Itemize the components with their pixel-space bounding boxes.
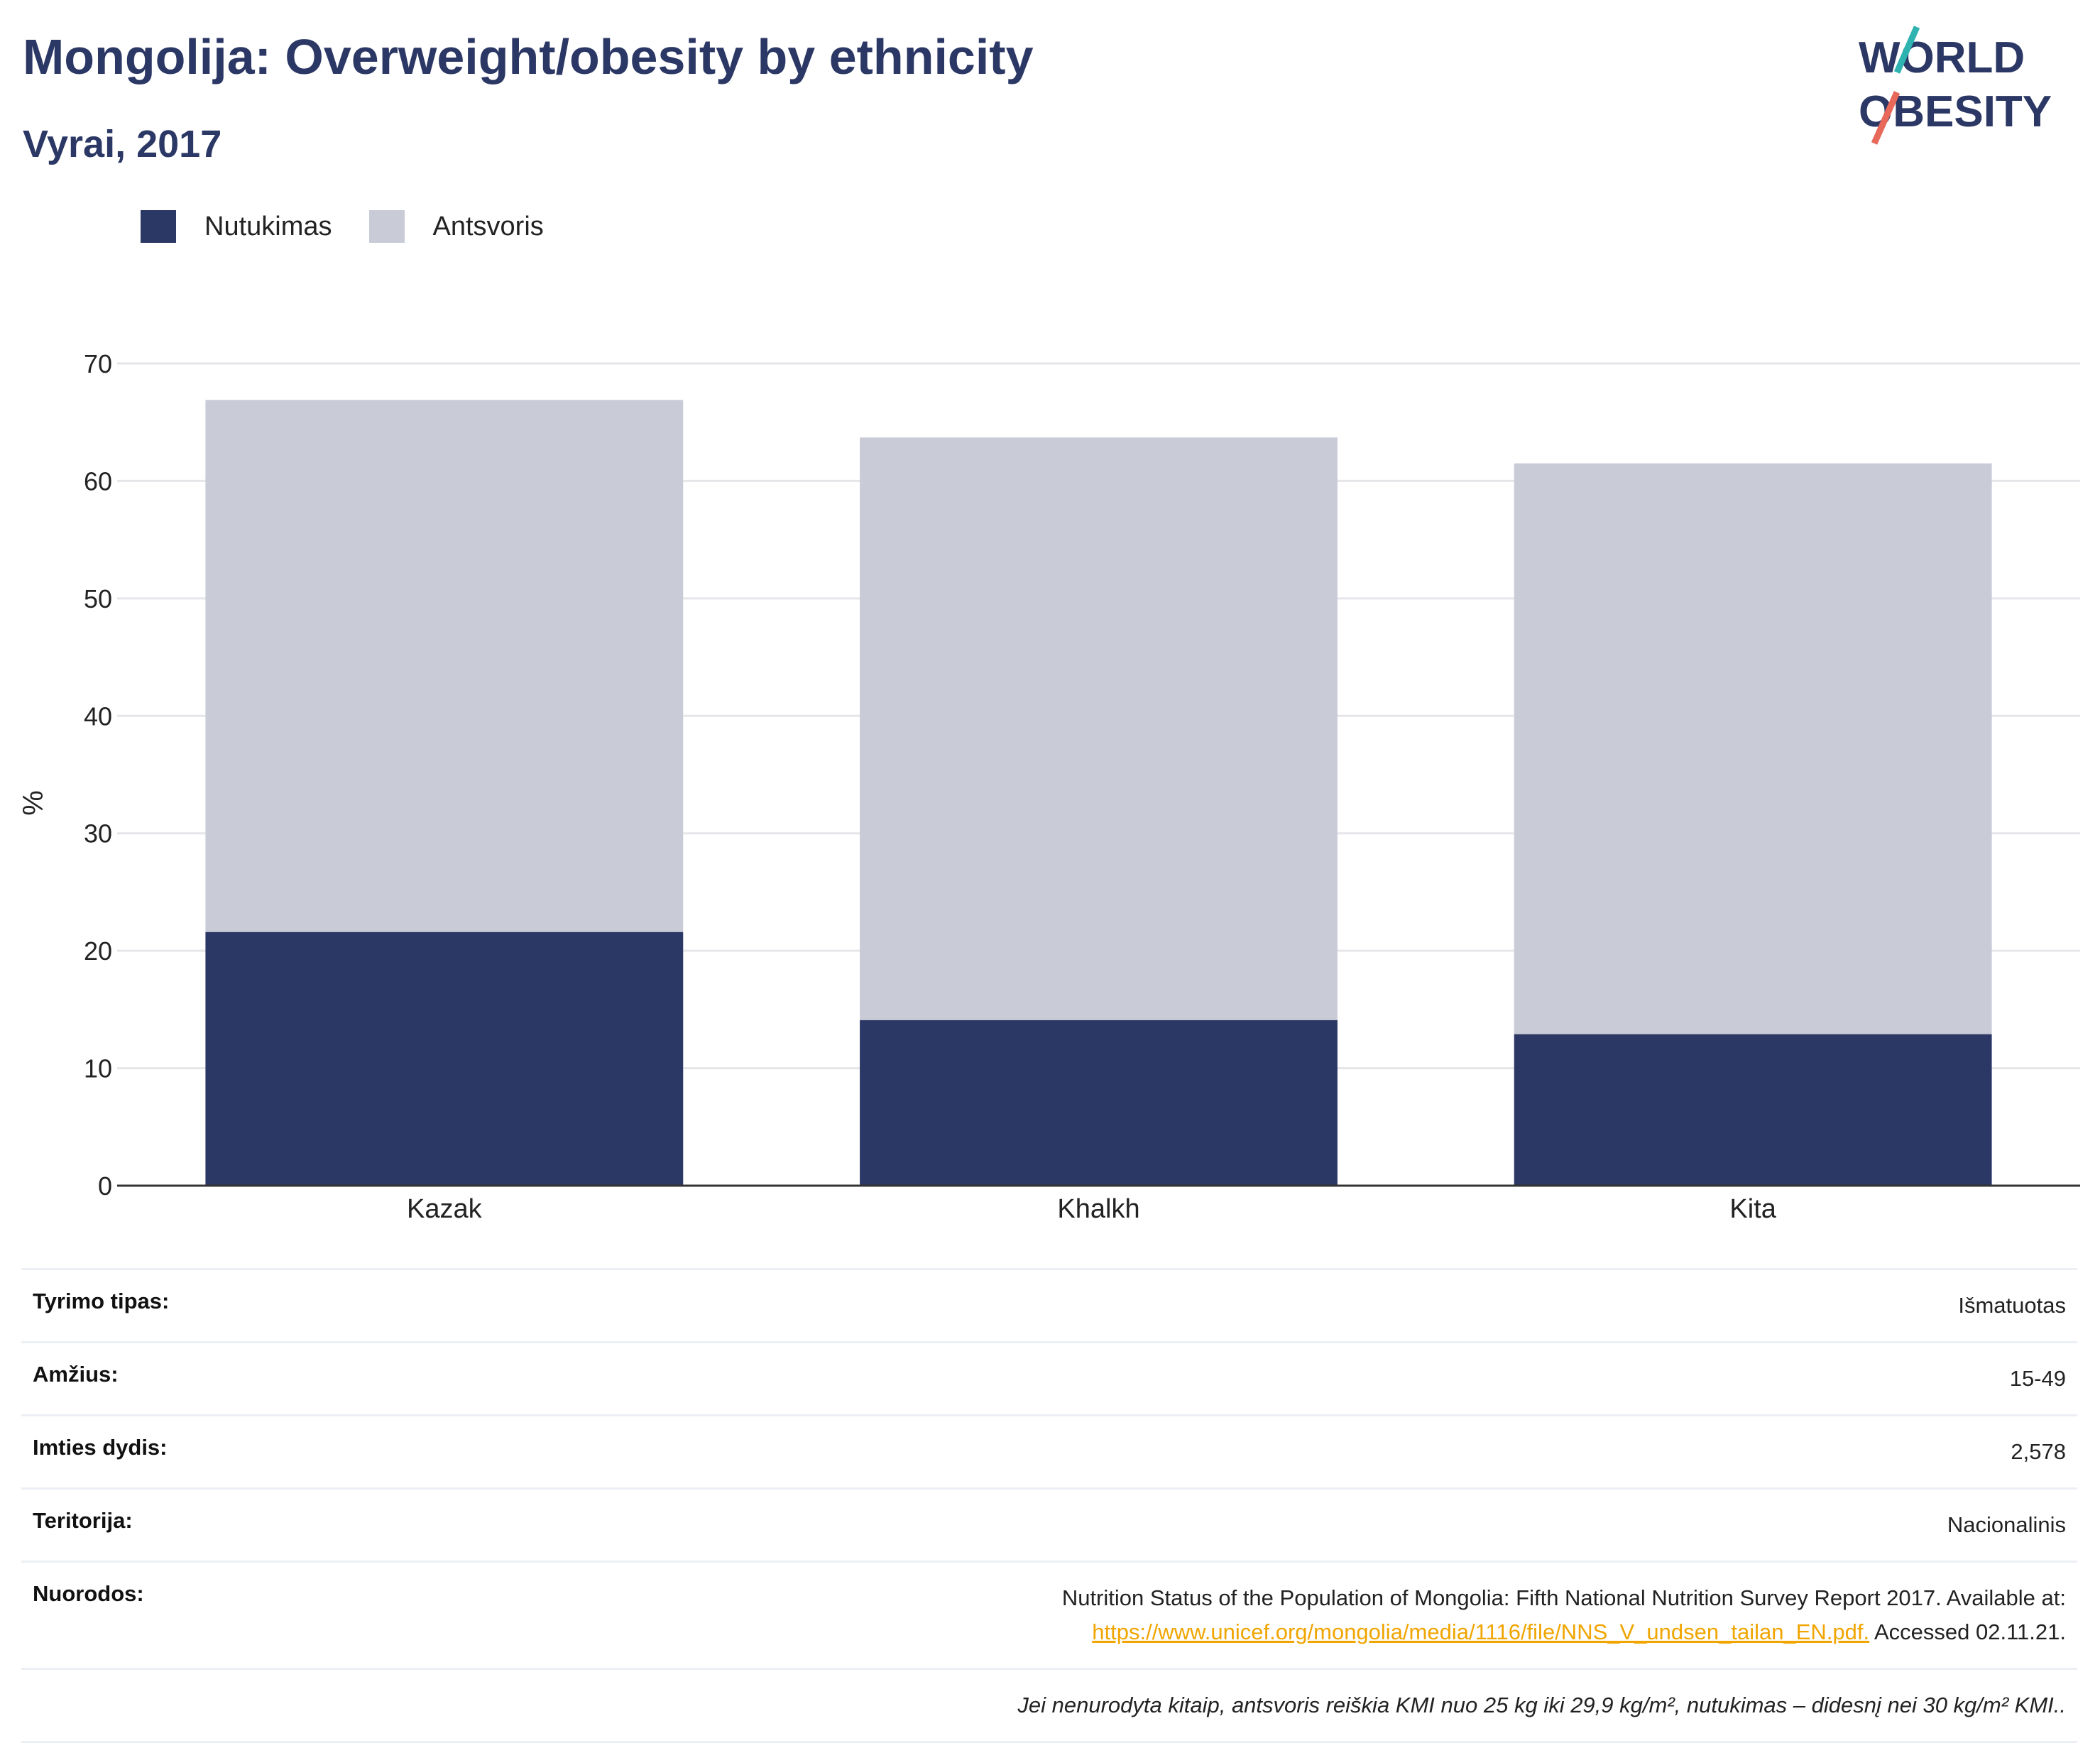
y-tick-label: 10 [84,1054,112,1083]
y-tick-label: 60 [84,466,112,496]
survey-info-table: Tyrimo tipas: Išmatuotas Amžius: 15-49 I… [21,1268,2077,1743]
age-label: Amžius: [33,1362,119,1387]
y-tick-label: 0 [98,1171,112,1201]
bar-obesity[interactable] [1514,1034,1992,1186]
bar-overweight[interactable] [860,437,1338,1020]
x-tick-label: Khalkh [1057,1194,1139,1221]
area-label: Teritorija: [33,1508,133,1533]
bar-overweight[interactable] [1514,463,1992,1034]
legend-item-obesity[interactable]: Nutukimas [141,210,332,243]
logo-coral-stroke [1871,91,1901,145]
survey-type-label: Tyrimo tipas: [33,1289,170,1313]
legend-item-overweight[interactable]: Antsvoris [368,210,544,243]
legend-label-obesity: Nutukimas [204,211,332,241]
x-tick-label: Kazak [407,1194,483,1221]
info-row-references: Nuorodos: Nutrition Status of the Popula… [21,1563,2077,1670]
world-obesity-logo: WORLD OBESITY [1859,26,2052,145]
y-tick-label: 40 [84,701,112,731]
info-row-survey-type: Tyrimo tipas: Išmatuotas [21,1270,2077,1343]
x-tick-label: Kita [1729,1194,1776,1221]
bar-obesity[interactable] [205,931,684,1186]
legend-swatch-overweight [368,210,405,243]
references-text: Nutrition Status of the Population of Mo… [1061,1585,2066,1610]
bar-overweight[interactable] [205,400,684,932]
y-axis-title: % [18,790,49,816]
info-row-area: Teritorija: Nacionalinis [21,1490,2077,1563]
references-label: Nuorodos: [33,1581,144,1606]
info-row-sample-size: Imties dydis: 2,578 [21,1416,2077,1490]
logo-teal-stroke [1893,26,1920,74]
legend-label-overweight: Antsvoris [432,211,544,241]
info-row-note: Jei nenurodyta kitaip, antsvoris reiškia… [21,1670,2077,1743]
survey-type-value: Išmatuotas [1958,1293,2066,1318]
references-link[interactable]: https://www.unicef.org/mongolia/media/11… [1092,1619,1870,1644]
y-tick-label: 70 [84,349,112,378]
y-tick-label: 30 [84,819,112,848]
references-accessed: Accessed 02.11.21. [1869,1619,2066,1644]
references-value: Nutrition Status of the Population of Mo… [1062,1581,2066,1649]
definition-note: Jei nenurodyta kitaip, antsvoris reiškia… [1017,1693,2066,1717]
y-tick-label: 20 [84,936,112,966]
y-tick-label: 50 [84,584,112,613]
sample-size-label: Imties dydis: [33,1435,168,1460]
info-row-age: Amžius: 15-49 [21,1343,2077,1416]
chart-title: Mongolija: Overweight/obesity by ethnici… [23,29,1034,84]
chart-subtitle: Vyrai, 2017 [23,123,222,165]
legend-swatch-obesity [141,210,176,243]
logo-line1: WORLD [1859,33,2025,82]
sample-size-value: 2,578 [2011,1439,2066,1464]
stacked-bar-chart: 0 10 20 30 40 50 60 70% Kazak Khalkh Kita [18,349,2080,1221]
area-value: Nacionalinis [1947,1512,2066,1537]
bar-obesity[interactable] [860,1020,1338,1186]
chart-legend: Nutukimas Antsvoris [141,210,581,243]
age-value: 15-49 [2009,1366,2066,1391]
